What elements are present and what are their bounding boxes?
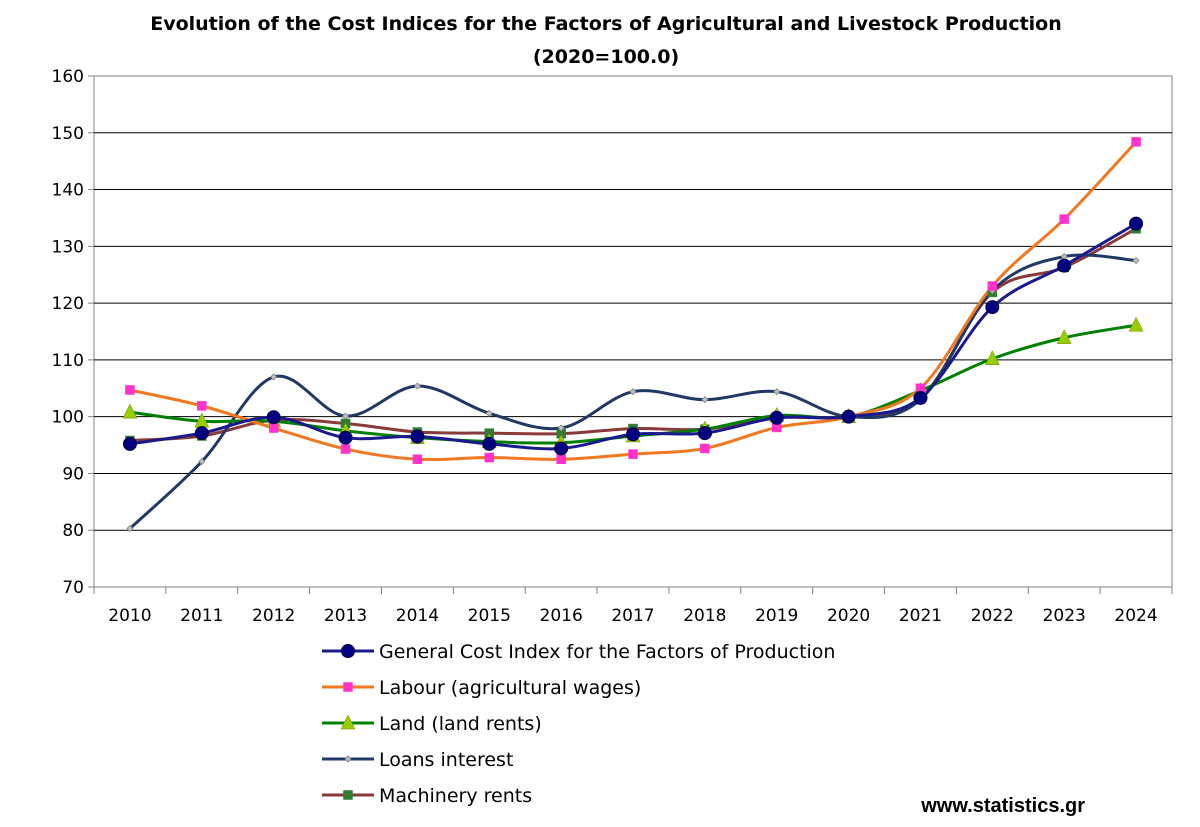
- x-tick-label: 2011: [180, 606, 223, 626]
- x-axis: 2010 2011 2012 2013 2014 2015 2016 2017 2018 2019…: [93, 587, 1173, 626]
- legend-label: Land (land rents): [379, 713, 542, 735]
- data-point-s0-2020: [841, 409, 856, 424]
- legend-label: Loans interest: [379, 749, 513, 771]
- y-tick-label: 80: [62, 521, 84, 541]
- series-line-3: [128, 253, 1137, 530]
- x-tick-label: 2018: [683, 606, 726, 626]
- x-tick-label: 2022: [971, 606, 1014, 626]
- series-line-0: [129, 222, 1137, 451]
- data-point-s0-2017: [626, 427, 640, 442]
- plot-area: [93, 75, 1173, 588]
- plot-frame: [93, 75, 1173, 588]
- x-tick-label: 2021: [899, 606, 942, 626]
- x-tick-label: 2016: [540, 606, 583, 626]
- data-point-s0-2012: [266, 410, 281, 425]
- x-tick-label: 2013: [324, 606, 367, 626]
- data-point-s2-2022: [984, 350, 1000, 366]
- y-tick-label: 150: [52, 124, 84, 144]
- data-point-s3-2010: [126, 524, 134, 533]
- data-point-s1-2018: [700, 443, 710, 454]
- data-point-s0-2010: [122, 436, 137, 451]
- data-point-s1-2011: [197, 401, 207, 411]
- data-point-s2-2024: [1128, 316, 1144, 332]
- data-point-s1-2014: [412, 454, 423, 464]
- data-point-s0-2014: [410, 429, 425, 444]
- legend-swatch-marker: [343, 682, 353, 692]
- x-tick-label: 2023: [1043, 606, 1086, 626]
- legend-label: Labour (agricultural wages): [379, 677, 641, 699]
- x-tick-label: 2024: [1114, 606, 1157, 626]
- data-point-s3-2012: [270, 373, 278, 381]
- data-point-s1-2013: [340, 444, 351, 454]
- data-point-s1-2010: [125, 385, 135, 395]
- x-tick-label: 2010: [108, 606, 151, 626]
- legend-swatch-marker: [341, 644, 355, 658]
- legend-swatch-marker: [343, 790, 353, 800]
- data-point-s0-2015: [482, 436, 497, 451]
- x-tick-label: 2017: [611, 606, 654, 626]
- legend-label: Machinery rents: [379, 785, 532, 807]
- data-point-s1-2023: [1059, 214, 1069, 224]
- data-point-s0-2016: [554, 441, 569, 456]
- legend: General Cost Index for the Factors of Pr…: [322, 641, 835, 807]
- y-tick-label: 70: [62, 578, 84, 598]
- data-point-s3-2018: [701, 396, 709, 404]
- series-markers: [122, 137, 1144, 533]
- x-tick-label: 2019: [755, 606, 798, 626]
- source-label: www.statistics.gr: [920, 795, 1085, 817]
- data-point-s1-2016: [556, 454, 566, 464]
- data-point-s1-2015: [484, 452, 495, 463]
- y-tick-label: 110: [52, 351, 84, 371]
- data-point-s3-2014: [413, 382, 421, 390]
- x-tick-label: 2020: [827, 606, 870, 626]
- y-tick-label: 140: [52, 181, 84, 201]
- data-point-s1-2024: [1131, 137, 1141, 147]
- data-point-s0-2011: [194, 426, 209, 441]
- chart-title: Evolution of the Cost Indices for the Fa…: [150, 13, 1062, 35]
- data-point-s3-2016: [557, 424, 565, 432]
- legend-swatch-marker: [344, 755, 352, 763]
- data-point-s3-2011: [198, 457, 206, 466]
- series-line-1: [129, 140, 1138, 462]
- x-tick-label: 2014: [396, 606, 439, 626]
- data-point-s0-2013: [338, 430, 353, 445]
- legend-swatch-marker: [340, 714, 356, 730]
- data-point-s3-2015: [485, 409, 493, 417]
- data-point-s1-2017: [628, 449, 638, 459]
- x-tick-label: 2015: [468, 606, 511, 626]
- legend-label: General Cost Index for the Factors of Pr…: [379, 641, 835, 663]
- data-point-s2-2010: [122, 403, 138, 419]
- data-point-s3-2013: [341, 412, 350, 420]
- y-tick-label: 160: [52, 67, 84, 87]
- y-tick-label: 100: [52, 408, 84, 428]
- chart-subtitle: (2020=100.0): [533, 46, 679, 68]
- y-axis: 70 80 90 100 110 120 130 140 150 160: [52, 67, 94, 598]
- data-point-s3-2024: [1132, 256, 1140, 265]
- data-point-s0-2019: [769, 410, 784, 425]
- data-point-s0-2021: [913, 390, 928, 405]
- y-tick-label: 90: [62, 464, 84, 484]
- data-point-s2-2023: [1056, 329, 1072, 344]
- y-tick-label: 130: [52, 237, 84, 257]
- x-tick-label: 2012: [252, 606, 295, 626]
- data-point-s3-2017: [629, 388, 637, 396]
- data-point-s1-2022: [987, 281, 998, 291]
- data-point-s3-2019: [773, 388, 781, 396]
- data-point-s0-2024: [1129, 216, 1144, 231]
- data-point-s0-2022: [985, 300, 1000, 315]
- data-point-s0-2018: [697, 426, 712, 441]
- data-point-s0-2023: [1057, 258, 1072, 273]
- data-point-s1-2012: [268, 423, 279, 433]
- y-tick-label: 120: [52, 294, 84, 314]
